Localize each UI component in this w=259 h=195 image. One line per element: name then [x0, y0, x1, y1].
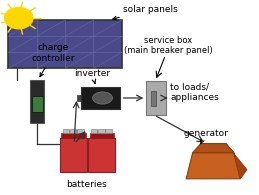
FancyBboxPatch shape	[60, 138, 87, 172]
FancyBboxPatch shape	[90, 133, 114, 138]
FancyBboxPatch shape	[91, 129, 97, 133]
Polygon shape	[193, 144, 234, 153]
FancyBboxPatch shape	[146, 81, 166, 115]
FancyBboxPatch shape	[32, 96, 43, 112]
FancyBboxPatch shape	[70, 129, 76, 133]
FancyBboxPatch shape	[62, 129, 69, 133]
FancyBboxPatch shape	[105, 129, 112, 133]
FancyBboxPatch shape	[81, 87, 120, 109]
FancyBboxPatch shape	[94, 130, 97, 133]
Text: service box
(main breaker panel): service box (main breaker panel)	[124, 35, 213, 55]
FancyBboxPatch shape	[105, 130, 107, 133]
FancyBboxPatch shape	[98, 129, 105, 133]
FancyBboxPatch shape	[61, 133, 86, 138]
Polygon shape	[186, 153, 240, 179]
Text: inverter: inverter	[74, 69, 110, 83]
FancyBboxPatch shape	[30, 80, 45, 123]
Text: charge
controller: charge controller	[32, 43, 75, 77]
Text: solar panels: solar panels	[113, 5, 177, 20]
Circle shape	[5, 7, 33, 29]
FancyBboxPatch shape	[77, 129, 84, 133]
FancyBboxPatch shape	[77, 95, 81, 101]
FancyBboxPatch shape	[66, 130, 69, 133]
Text: batteries: batteries	[66, 180, 107, 189]
Polygon shape	[226, 144, 247, 179]
FancyBboxPatch shape	[88, 138, 115, 172]
FancyBboxPatch shape	[9, 20, 122, 68]
FancyBboxPatch shape	[151, 91, 156, 106]
FancyBboxPatch shape	[76, 130, 79, 133]
Ellipse shape	[92, 92, 112, 104]
Text: generator: generator	[183, 129, 228, 144]
Text: to loads/
appliances: to loads/ appliances	[170, 83, 219, 102]
